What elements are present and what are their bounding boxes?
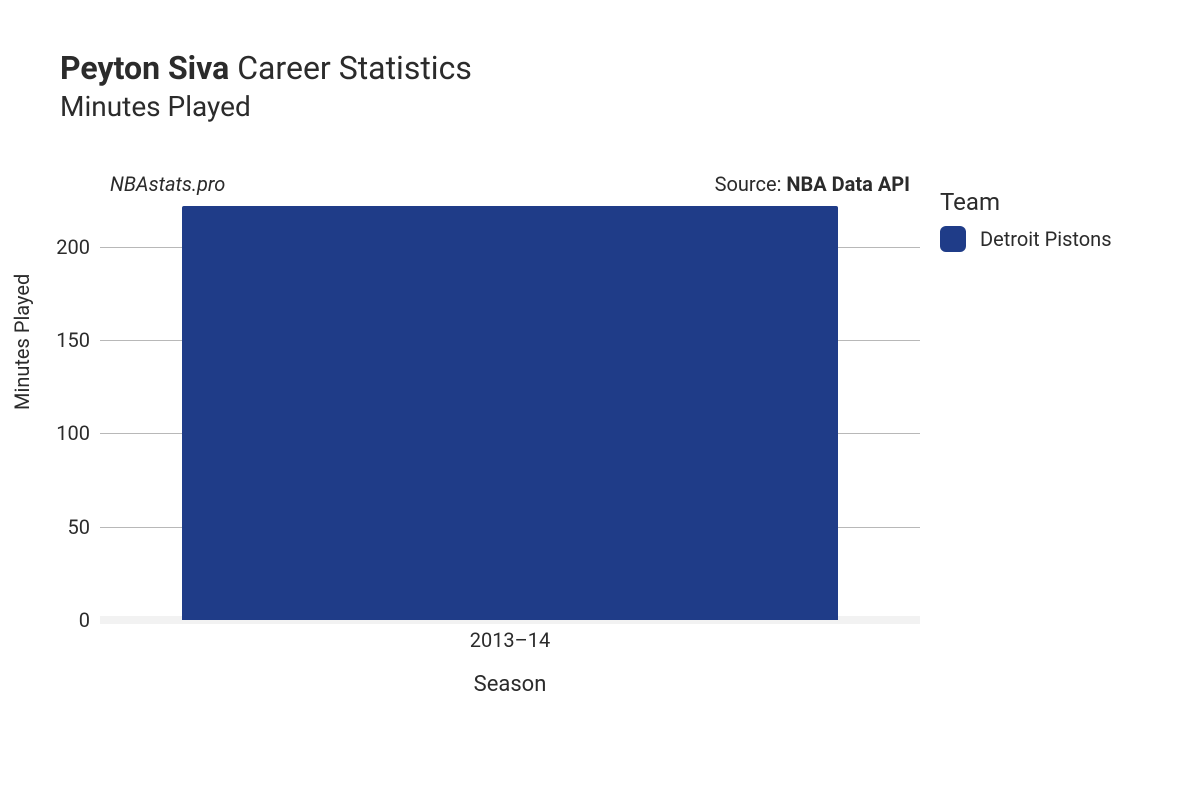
title-suffix: Career Statistics — [237, 49, 472, 87]
legend-title: Team — [940, 188, 1112, 216]
source-name: NBA Data API — [786, 172, 910, 196]
site-name: NBAstats.pro — [110, 172, 225, 196]
legend-label: Detroit Pistons — [980, 227, 1112, 251]
player-name: Peyton Siva — [60, 49, 229, 87]
source-label: Source: — [715, 172, 787, 196]
y-tick-label: 0 — [40, 608, 90, 632]
y-tick-label: 100 — [40, 421, 90, 445]
chart-title-block: Peyton Siva Career Statistics Minutes Pl… — [60, 48, 472, 123]
y-tick-label: 150 — [40, 328, 90, 352]
bar-chart-plot: 0501001502002013–14 — [100, 200, 920, 620]
chart-subtitle: Minutes Played — [60, 90, 472, 123]
x-axis-title: Season — [474, 672, 547, 697]
legend-swatch — [940, 226, 966, 252]
byline-row: NBAstats.pro Source: NBA Data API — [110, 172, 910, 196]
source-attribution: Source: NBA Data API — [715, 172, 910, 196]
legend-item: Detroit Pistons — [940, 226, 1112, 252]
x-tick-label: 2013–14 — [470, 628, 551, 652]
y-axis-title: Minutes Played — [10, 274, 34, 410]
y-tick-label: 50 — [40, 515, 90, 539]
bar — [182, 206, 838, 620]
y-tick-label: 200 — [40, 235, 90, 259]
chart-title: Peyton Siva Career Statistics — [60, 48, 472, 88]
legend: Team Detroit Pistons — [940, 188, 1112, 258]
